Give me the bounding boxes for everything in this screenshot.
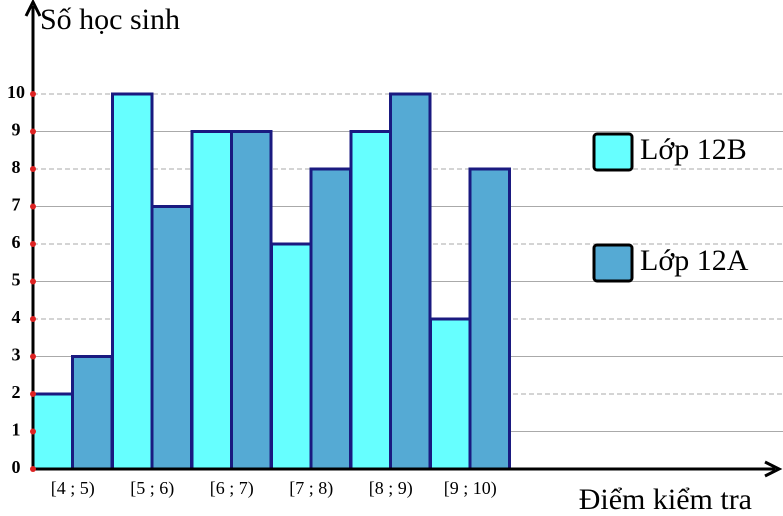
bar xyxy=(349,130,392,471)
y-tick-label: 8 xyxy=(12,157,21,177)
bar xyxy=(468,167,511,471)
legend-swatch xyxy=(592,243,634,283)
bar xyxy=(190,130,233,471)
x-tick-label: [6 ; 7) xyxy=(210,478,254,499)
bar xyxy=(389,92,432,471)
y-tick-label: 0 xyxy=(12,457,21,477)
bar xyxy=(31,392,74,471)
y-tick-label: 6 xyxy=(12,232,21,252)
x-tick-label: [7 ; 8) xyxy=(289,478,333,499)
x-tick-label: [5 ; 6) xyxy=(130,478,174,499)
bar xyxy=(309,167,352,471)
y-axis-label: Số học sinh xyxy=(40,3,180,36)
y-tick-label: 3 xyxy=(12,345,21,365)
y-tick-label: 9 xyxy=(12,120,21,140)
y-tick-mark xyxy=(30,316,36,322)
y-tick-mark xyxy=(30,166,36,172)
y-tick-mark xyxy=(30,128,36,135)
y-tick-mark xyxy=(30,391,36,397)
x-tick-label: [4 ; 5) xyxy=(51,478,95,499)
y-tick-mark xyxy=(30,353,36,360)
bar xyxy=(270,242,313,471)
bar xyxy=(429,317,472,471)
y-tick-label: 4 xyxy=(12,307,21,327)
y-tick-mark xyxy=(30,241,36,247)
bar xyxy=(230,130,273,471)
y-tick-mark xyxy=(30,91,36,97)
x-axis-label: Điểm kiểm tra xyxy=(579,483,752,516)
bar xyxy=(111,92,154,471)
x-tick-label: [9 ; 10) xyxy=(444,478,497,499)
y-tick-mark xyxy=(30,466,36,472)
x-tick-label: [8 ; 9) xyxy=(369,478,413,499)
x-axis-arrow xyxy=(764,460,783,478)
y-tick-mark xyxy=(30,278,36,285)
y-tick-mark xyxy=(30,428,36,435)
y-axis-arrow xyxy=(24,0,42,17)
y-tick-label: 2 xyxy=(12,382,21,402)
bar xyxy=(71,355,114,471)
y-tick-mark xyxy=(30,203,36,210)
legend-label: Lớp 12A xyxy=(640,244,749,277)
y-tick-label: 10 xyxy=(7,82,25,102)
y-tick-label: 1 xyxy=(12,420,21,440)
bar xyxy=(150,205,193,471)
legend-swatch xyxy=(592,132,634,172)
legend-label: Lớp 12B xyxy=(640,133,747,166)
y-tick-label: 7 xyxy=(12,195,21,215)
y-tick-label: 5 xyxy=(12,270,21,290)
